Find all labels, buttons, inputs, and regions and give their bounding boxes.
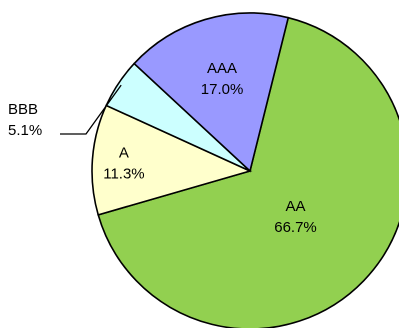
pie-slice-aa [97, 16, 399, 328]
pie-percent-bbb: 5.1% [8, 122, 42, 139]
pie-slice-a [91, 104, 253, 216]
pie-label-bbb: BBB [8, 101, 38, 118]
pie-label-a: A [119, 145, 129, 162]
pie-label-aaa: AAA [207, 60, 237, 77]
pie-label-aa: AA [286, 198, 306, 215]
pie-percent-a: 11.3% [103, 166, 144, 183]
pie-labels: AA 66.7% A 11.3% BBB 5.1% AAA 17.0% [8, 60, 317, 236]
pie-percent-aa: 66.7% [274, 219, 317, 236]
pie-leader-bbb [60, 84, 122, 135]
pie-slice-aaa [133, 12, 290, 173]
pie-slices [91, 12, 399, 328]
pie-percent-aaa: 17.0% [201, 81, 244, 98]
